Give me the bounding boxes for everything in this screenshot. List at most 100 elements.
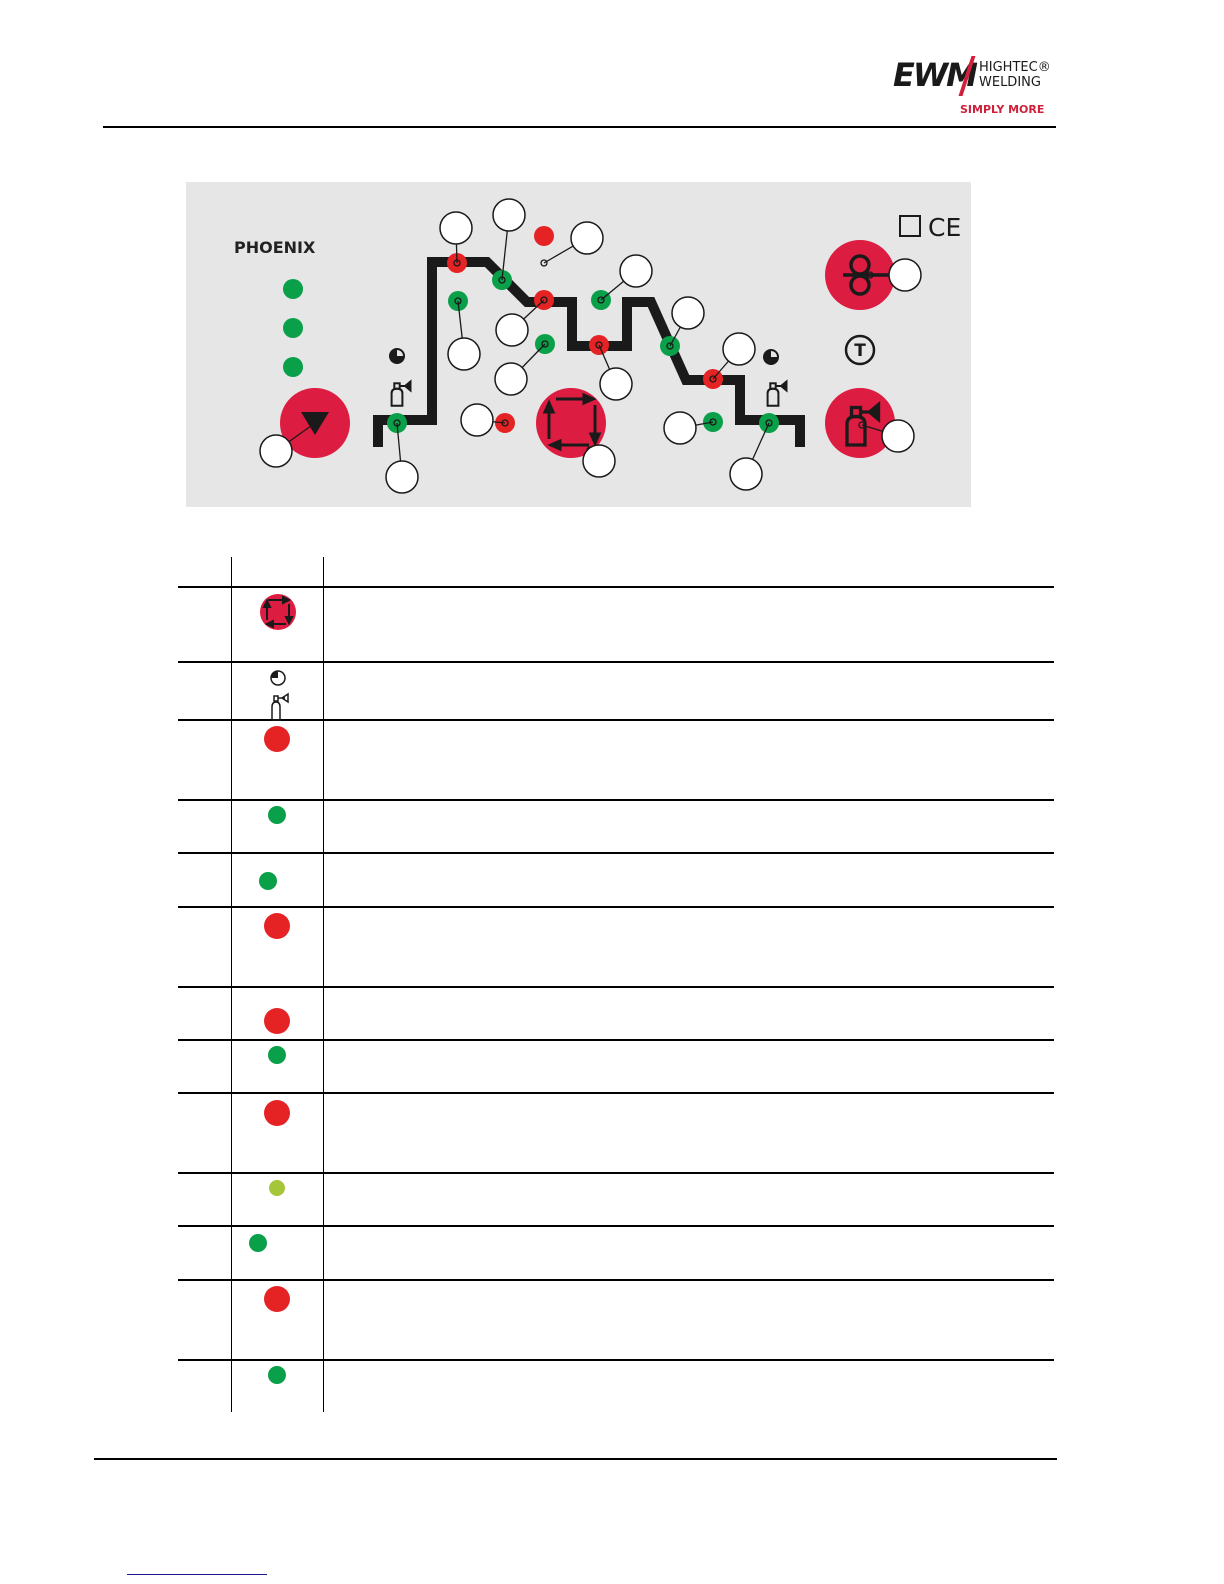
table-row	[178, 586, 1054, 662]
table-row	[178, 719, 1054, 800]
header-rule	[103, 126, 1056, 128]
valve	[393, 382, 401, 390]
led-yellowgreen-icon	[269, 1180, 285, 1196]
t-cycle-icon	[844, 334, 876, 366]
nozzle	[775, 379, 788, 393]
item-number	[178, 586, 232, 662]
callout-number-bubble	[671, 296, 705, 330]
description-cell	[323, 719, 1054, 800]
table-header	[178, 557, 1054, 587]
symbol-cell	[231, 1225, 324, 1280]
footer-rule	[94, 1458, 1057, 1460]
description-cell	[323, 1039, 1054, 1093]
callout-anchor	[454, 297, 462, 305]
arrowhead	[582, 392, 597, 406]
program-sequence-button[interactable]	[536, 388, 606, 458]
item-number	[178, 661, 232, 720]
callout-number-bubble	[492, 198, 526, 232]
callout-number-bubble	[259, 434, 293, 468]
ewm-logo: EWM HIGHTEC® WELDING SIMPLY MORE	[893, 56, 1051, 116]
led-green-icon	[268, 806, 286, 824]
table-row	[178, 906, 1054, 987]
symbol-cell	[231, 1359, 324, 1412]
marking-box	[899, 215, 921, 237]
nozzle	[860, 400, 881, 424]
arrowhead	[588, 432, 602, 447]
table-row	[178, 799, 1054, 853]
led-green-icon	[268, 1366, 286, 1384]
led-green-icon	[268, 1046, 286, 1064]
callout-anchor	[595, 341, 603, 349]
callout-anchor	[866, 271, 874, 279]
led-red-icon	[264, 913, 290, 939]
item-number	[178, 1279, 232, 1360]
description-cell	[323, 906, 1054, 987]
status-led	[534, 226, 554, 246]
cylinder	[390, 387, 404, 407]
clock-gas-icon	[270, 670, 289, 721]
symbol-cell	[231, 1172, 324, 1226]
ce-mark: CE	[928, 213, 961, 242]
arrowhead	[542, 399, 556, 414]
callout-number-bubble	[460, 403, 494, 437]
panel-diagram: T CE	[259, 198, 961, 494]
table-row	[178, 1359, 1054, 1412]
symbol-cell	[231, 586, 324, 662]
callout-anchor	[540, 296, 548, 304]
led-red-icon	[264, 1286, 290, 1312]
item-number	[178, 799, 232, 853]
table-row	[178, 1172, 1054, 1226]
callout-number-bubble	[494, 362, 528, 396]
callout-number-bubble	[888, 258, 922, 292]
gas-cylinder-icon	[766, 379, 788, 407]
description-cell	[323, 986, 1054, 1040]
description-cell	[323, 1279, 1054, 1360]
table-row	[178, 1225, 1054, 1280]
cycle-arrows-icon	[542, 392, 602, 452]
callout-number-bubble	[582, 444, 616, 478]
led-green-icon	[249, 1234, 267, 1252]
item-number	[178, 906, 232, 987]
item-number	[178, 1172, 232, 1226]
callout-number-bubble	[619, 254, 653, 288]
callout-number-bubble	[570, 221, 604, 255]
callout-anchor	[765, 419, 773, 427]
callout-anchor	[311, 419, 319, 427]
description-cell	[323, 661, 1054, 720]
clock-face	[397, 350, 403, 356]
symbol-cell	[231, 1279, 324, 1360]
callout-anchor	[498, 276, 506, 284]
description-cell	[323, 1092, 1054, 1173]
table-row	[178, 1039, 1054, 1093]
table-row	[178, 1092, 1054, 1173]
description-cell	[323, 586, 1054, 662]
callout-anchor	[541, 340, 549, 348]
led-red-icon	[264, 1008, 290, 1034]
mode-indicator-led	[283, 318, 303, 338]
item-number	[178, 719, 232, 800]
gas-cylinder-icon	[390, 379, 412, 407]
led-red-icon	[264, 726, 290, 752]
table-row	[178, 852, 1054, 907]
symbol-cell	[231, 986, 324, 1040]
item-number	[178, 1092, 232, 1173]
callout-number-bubble	[447, 337, 481, 371]
logo-text: HIGHTEC® WELDING	[979, 60, 1051, 90]
arrowhead	[547, 438, 562, 452]
led-red-icon	[264, 1100, 290, 1126]
footer-link[interactable]	[127, 1574, 267, 1575]
callout-anchor	[709, 418, 717, 426]
valve	[769, 382, 777, 390]
legend-table	[178, 557, 1054, 1412]
symbol-cell	[231, 1092, 324, 1173]
symbol-cell	[231, 1039, 324, 1093]
callout-anchor	[666, 342, 674, 350]
description-cell	[323, 852, 1054, 907]
item-number	[178, 986, 232, 1040]
item-number	[178, 1359, 232, 1412]
mode-indicator-led	[283, 279, 303, 299]
clock-face	[771, 351, 777, 357]
table-row	[178, 1279, 1054, 1360]
led-green-icon	[259, 872, 277, 890]
